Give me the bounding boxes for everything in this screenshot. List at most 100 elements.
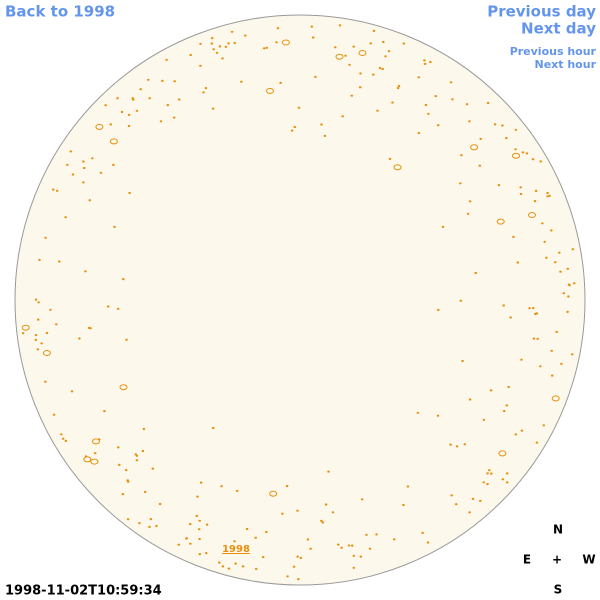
contour [562,292,566,295]
contour [109,138,118,145]
contour [335,53,344,60]
contour [358,86,362,89]
contour [502,409,506,413]
contour [396,86,400,90]
contour [177,543,181,546]
contour [384,55,387,58]
contour [127,124,131,128]
contour [504,137,508,140]
contour [505,404,509,407]
contour [159,120,163,123]
contour [341,115,345,118]
contour [34,334,38,337]
contour [241,565,245,568]
contour [525,152,529,155]
contour [66,163,69,166]
contour [538,365,542,368]
contour [451,98,454,101]
contour [486,483,489,486]
contour [125,338,128,341]
contour [470,144,479,151]
contour [64,439,68,443]
contour [478,499,482,503]
contour [536,337,540,340]
contour [434,94,438,98]
contour [557,251,561,254]
contour [244,34,247,37]
contour [543,240,547,243]
contour [121,493,125,496]
contour [534,189,538,192]
contour [210,42,214,45]
contour [218,561,221,564]
contour [514,148,517,151]
contour [84,270,87,273]
contour [542,424,546,427]
contour [139,88,142,91]
contour [82,166,86,170]
contour [212,48,215,51]
year-link[interactable]: 1998 [222,544,250,555]
contour [264,530,268,534]
contour [188,522,192,526]
previous-hour-link[interactable]: Previous hour [510,45,597,58]
contour [261,555,265,559]
previous-day-link[interactable]: Previous day [487,3,596,21]
next-day-link[interactable]: Next day [521,20,596,38]
contour [54,323,58,326]
contour [533,200,537,203]
contour [124,469,128,472]
contour [199,42,202,45]
contour [489,472,493,475]
contour [320,123,323,126]
contour [474,271,478,275]
contour [221,565,225,568]
contour [559,270,562,273]
contour [501,478,505,481]
contour [36,318,40,321]
contour [468,120,471,123]
contour [531,158,535,161]
contour [126,479,129,482]
contour [306,538,310,541]
contour [459,299,463,302]
contour [360,498,364,501]
contour [215,51,219,54]
contour [199,64,202,67]
contour [550,374,554,377]
contour [372,29,376,33]
contour [210,36,214,40]
contour [106,305,110,308]
contour [338,24,342,27]
contour [99,171,103,174]
contour [546,191,549,195]
contour [378,66,382,70]
contour [198,519,201,522]
contour [220,485,223,488]
contour [34,298,38,301]
contour [479,137,483,140]
contour [45,331,49,335]
contour [64,216,67,219]
contour [505,481,509,484]
contour [126,518,130,521]
contour [487,469,491,472]
contour [512,235,515,238]
contour [369,42,373,45]
next-hour-link[interactable]: Next hour [535,58,597,71]
back-link[interactable]: Back to 1998 [5,3,115,21]
magnetogram-contours [21,24,576,581]
contour [218,45,222,48]
contour [172,116,176,119]
contour [173,80,176,83]
contour [505,472,509,475]
contour [36,348,40,351]
contour [227,42,230,45]
contour [128,191,131,195]
contour [34,338,38,342]
contour [509,316,512,319]
contour [112,163,115,166]
contour [91,157,94,160]
contour [566,310,569,314]
contour [230,30,234,33]
